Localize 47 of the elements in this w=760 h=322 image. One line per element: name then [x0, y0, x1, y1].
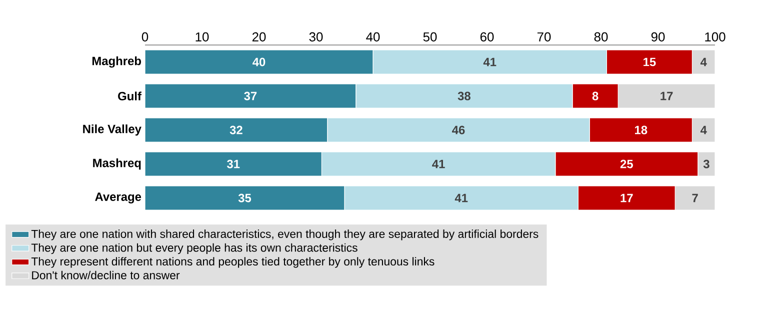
bar [145, 186, 345, 210]
data-label: 7 [692, 194, 698, 202]
data-label: 31 [226, 160, 240, 168]
y-tick-label: Nile Valley [83, 124, 142, 136]
bar [145, 84, 356, 108]
data-label: 37 [244, 92, 257, 100]
bar [618, 84, 716, 108]
x-tick-label: 0 [142, 32, 148, 42]
legend-label: Don't know/decline to answer [32, 270, 180, 280]
data-label: 41 [483, 58, 496, 66]
legend-label: They represent different nations and peoples tied together by only tenuous links [31, 257, 434, 268]
data-label: 4 [700, 58, 707, 66]
data-label: 17 [660, 92, 673, 100]
data-label: 32 [230, 126, 242, 134]
x-tick-label: 10 [196, 32, 209, 42]
data-label: 15 [644, 58, 656, 66]
y-tick-label: Average [95, 192, 142, 204]
x-tick-label: 90 [651, 32, 665, 42]
y-tick-label: Maghreb [92, 56, 141, 68]
bar [145, 50, 374, 74]
bar [674, 186, 716, 210]
data-label: 41 [454, 194, 468, 202]
bar [145, 152, 322, 176]
data-label: 46 [452, 126, 465, 134]
x-tick-label: 50 [423, 32, 437, 42]
legend-label: They are one nation with shared characteristics, even though they are separated by artificial borders [31, 230, 538, 240]
data-label: 41 [432, 160, 445, 168]
data-label: 38 [458, 92, 470, 100]
data-label: 17 [620, 194, 633, 202]
y-tick-label: Gulf [118, 92, 142, 100]
x-tick-label: 60 [480, 32, 494, 42]
data-label: 8 [592, 92, 598, 100]
data-label: 18 [635, 126, 648, 134]
x-tick-label: 20 [252, 32, 266, 42]
data-label: 40 [252, 58, 266, 66]
x-tick-label: 80 [594, 32, 608, 42]
y-tick-label: Mashreq [93, 158, 141, 170]
data-label: 35 [238, 194, 252, 202]
x-tick-label: 40 [366, 32, 380, 42]
legend-label: They are one nation but every people has its own characteristics [31, 243, 358, 254]
bar [145, 118, 328, 142]
data-label: 25 [620, 160, 633, 168]
x-tick-label: 70 [537, 32, 551, 42]
data-label: 3 [703, 160, 710, 168]
data-label: 4 [700, 126, 707, 134]
x-tick-label: 30 [309, 32, 323, 42]
x-tick-label: 100 [705, 32, 726, 42]
